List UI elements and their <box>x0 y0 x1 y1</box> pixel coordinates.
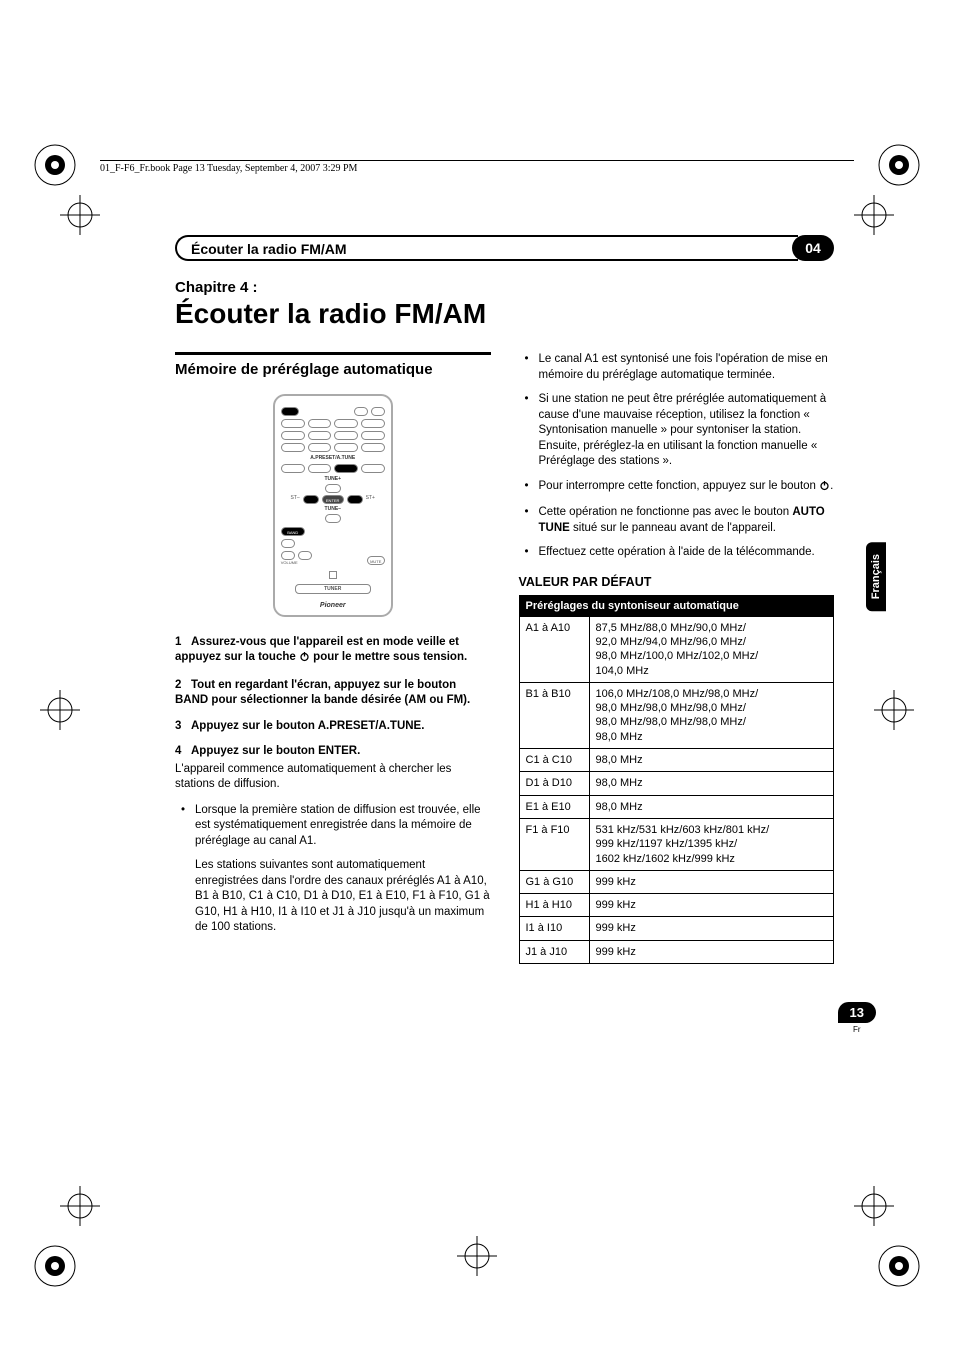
left-bullet-1: Lorsque la première station de diffusion… <box>187 803 491 850</box>
column-rule <box>175 352 491 355</box>
preset-range: A1 à A10 <box>519 616 589 682</box>
table-row: B1 à B10106,0 MHz/108,0 MHz/98,0 MHz/ 98… <box>519 682 834 748</box>
registration-mark-icon <box>30 1241 80 1291</box>
left-heading: Mémoire de préréglage automatique <box>175 361 491 380</box>
remote-band-button: BAND <box>281 527 305 536</box>
remote-tuneplus-label: TUNE+ <box>281 476 385 482</box>
left-subnote: Les stations suivantes sont automatiquem… <box>195 858 491 936</box>
crosshair-icon <box>60 1186 100 1231</box>
right-bullet-3: Pour interrompre cette fonction, appuyez… <box>531 479 835 497</box>
crosshair-icon <box>854 1186 894 1231</box>
preset-range: F1 à F10 <box>519 818 589 870</box>
crosshair-icon <box>854 195 894 240</box>
preset-value: 531 kHz/531 kHz/603 kHz/801 kHz/ 999 kHz… <box>589 818 834 870</box>
step-3: 3 Appuyez sur le bouton A.PRESET/A.TUNE. <box>175 719 491 735</box>
preset-range: C1 à C10 <box>519 749 589 772</box>
remote-tuneminus-label: TUNE– <box>281 506 385 512</box>
remote-diagram: A.PRESET/A.TUNE TUNE+ ST– ENTER ST+ TUNE… <box>273 394 393 617</box>
table-row: I1 à I10999 kHz <box>519 917 834 940</box>
power-icon <box>299 651 310 668</box>
preset-value: 999 kHz <box>589 940 834 963</box>
preset-range: J1 à J10 <box>519 940 589 963</box>
remote-enter-label: ENTER <box>322 495 344 504</box>
preset-value: 999 kHz <box>589 870 834 893</box>
table-row: F1 à F10531 kHz/531 kHz/603 kHz/801 kHz/… <box>519 818 834 870</box>
power-icon <box>819 480 830 497</box>
right-bullet-5: Effectuez cette opération à l'aide de la… <box>531 545 835 561</box>
section-title: Écouter la radio FM/AM <box>175 235 798 261</box>
preset-value: 98,0 MHz <box>589 772 834 795</box>
preset-range: E1 à E10 <box>519 795 589 818</box>
chapter-label: Chapitre 4 : <box>175 279 834 296</box>
remote-brand: Pioneer <box>281 602 385 609</box>
crosshair-icon <box>457 1236 497 1281</box>
crosshair-icon <box>40 690 80 735</box>
preset-range: G1 à G10 <box>519 870 589 893</box>
table-row: J1 à J10999 kHz <box>519 940 834 963</box>
right-bullet-2: Si une station ne peut être préréglée au… <box>531 392 835 470</box>
preset-range: D1 à D10 <box>519 772 589 795</box>
table-row: E1 à E1098,0 MHz <box>519 795 834 818</box>
remote-volume-label: VOLUME <box>281 560 312 565</box>
table-heading: VALEUR PAR DÉFAUT <box>519 575 835 589</box>
preset-range: B1 à B10 <box>519 682 589 748</box>
remote-mute-button: MUTE <box>367 556 385 565</box>
step-1: 1 Assurez-vous que l'appareil est en mod… <box>175 635 491 668</box>
remote-tuner-button: TUNER <box>295 584 371 594</box>
preset-value: 106,0 MHz/108,0 MHz/98,0 MHz/ 98,0 MHz/9… <box>589 682 834 748</box>
print-header: 01_F-F6_Fr.book Page 13 Tuesday, Septemb… <box>100 160 854 174</box>
remote-stminus-label: ST– <box>291 495 300 504</box>
step-4-text: L'appareil commence automatiquement à ch… <box>175 762 491 793</box>
table-row: C1 à C1098,0 MHz <box>519 749 834 772</box>
table-row: A1 à A1087,5 MHz/88,0 MHz/90,0 MHz/ 92,0… <box>519 616 834 682</box>
presets-table: Préréglages du syntoniseur automatique A… <box>519 595 835 964</box>
page-lang: Fr <box>838 1025 876 1034</box>
page-number: 13 <box>838 1002 876 1023</box>
preset-range: I1 à I10 <box>519 917 589 940</box>
table-row: G1 à G10999 kHz <box>519 870 834 893</box>
registration-mark-icon <box>30 140 80 190</box>
crosshair-icon <box>874 690 914 735</box>
section-header: Écouter la radio FM/AM 04 <box>175 235 834 261</box>
table-row: H1 à H10999 kHz <box>519 894 834 917</box>
table-row: D1 à D1098,0 MHz <box>519 772 834 795</box>
preset-value: 87,5 MHz/88,0 MHz/90,0 MHz/ 92,0 MHz/94,… <box>589 616 834 682</box>
table-header: Préréglages du syntoniseur automatique <box>519 595 834 616</box>
step-2: 2 Tout en regardant l'écran, appuyez sur… <box>175 678 491 709</box>
registration-mark-icon <box>874 140 924 190</box>
page-number-block: 13 Fr <box>838 1002 876 1034</box>
remote-apreset-label: A.PRESET/A.TUNE <box>281 455 385 461</box>
preset-value: 999 kHz <box>589 917 834 940</box>
preset-value: 999 kHz <box>589 894 834 917</box>
step-4: 4 Appuyez sur le bouton ENTER. <box>175 744 491 760</box>
preset-value: 98,0 MHz <box>589 749 834 772</box>
section-number: 04 <box>792 235 834 261</box>
preset-range: H1 à H10 <box>519 894 589 917</box>
preset-value: 98,0 MHz <box>589 795 834 818</box>
right-bullet-1: Le canal A1 est syntonisé une fois l'opé… <box>531 352 835 383</box>
language-tab: Français <box>866 542 886 611</box>
crosshair-icon <box>60 195 100 240</box>
right-bullet-4: Cette opération ne fonctionne pas avec l… <box>531 505 835 536</box>
chapter-title: Écouter la radio FM/AM <box>175 298 834 330</box>
remote-stplus-label: ST+ <box>366 495 375 504</box>
registration-mark-icon <box>874 1241 924 1291</box>
